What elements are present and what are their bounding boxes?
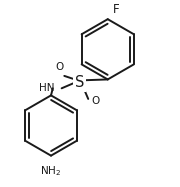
Text: NH$_2$: NH$_2$ <box>40 165 62 178</box>
Text: O: O <box>92 96 100 106</box>
Text: S: S <box>75 76 84 91</box>
Text: HN: HN <box>39 83 55 93</box>
Text: O: O <box>56 62 64 72</box>
Text: F: F <box>113 3 120 16</box>
